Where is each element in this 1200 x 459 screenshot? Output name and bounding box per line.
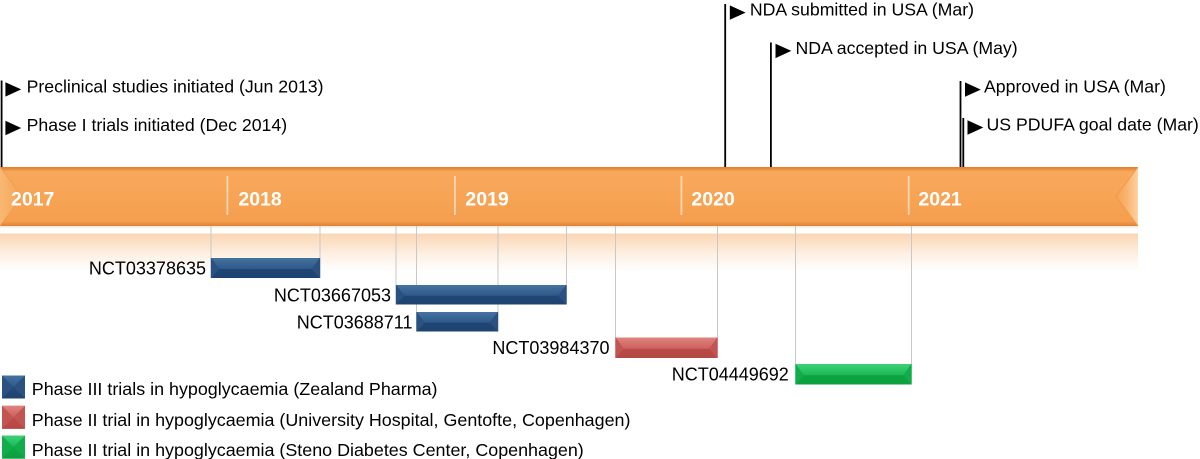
svg-text:Phase II trial in hypoglycaemi: Phase II trial in hypoglycaemia (Univers…: [32, 410, 631, 430]
svg-text:2021: 2021: [918, 188, 962, 210]
svg-text:Phase II trial in hypoglycaemi: Phase II trial in hypoglycaemia (Steno D…: [32, 440, 584, 459]
svg-text:NCT03667053: NCT03667053: [274, 286, 391, 306]
svg-text:Preclinical studies initiated: Preclinical studies initiated (Jun 2013): [27, 77, 324, 97]
svg-text:NDA submitted in USA (Mar): NDA submitted in USA (Mar): [750, 0, 974, 20]
svg-text:Phase I trials initiated (Dec: Phase I trials initiated (Dec 2014): [27, 115, 288, 135]
svg-text:2017: 2017: [11, 188, 54, 210]
svg-text:NCT03378635: NCT03378635: [89, 259, 206, 279]
svg-text:NDA accepted in USA (May): NDA accepted in USA (May): [796, 38, 1018, 58]
svg-text:2019: 2019: [465, 188, 509, 210]
svg-text:NCT04449692: NCT04449692: [672, 365, 789, 385]
svg-text:US PDUFA goal date (Mar): US PDUFA goal date (Mar): [987, 115, 1199, 135]
svg-text:Approved in USA (Mar): Approved in USA (Mar): [984, 77, 1166, 97]
svg-text:2018: 2018: [238, 188, 282, 210]
svg-text:NCT03688711: NCT03688711: [297, 313, 413, 333]
svg-text:2020: 2020: [691, 188, 735, 210]
svg-text:NCT03984370: NCT03984370: [492, 338, 609, 358]
svg-text:Phase III trials in hypoglycae: Phase III trials in hypoglycaemia (Zeala…: [32, 379, 438, 399]
